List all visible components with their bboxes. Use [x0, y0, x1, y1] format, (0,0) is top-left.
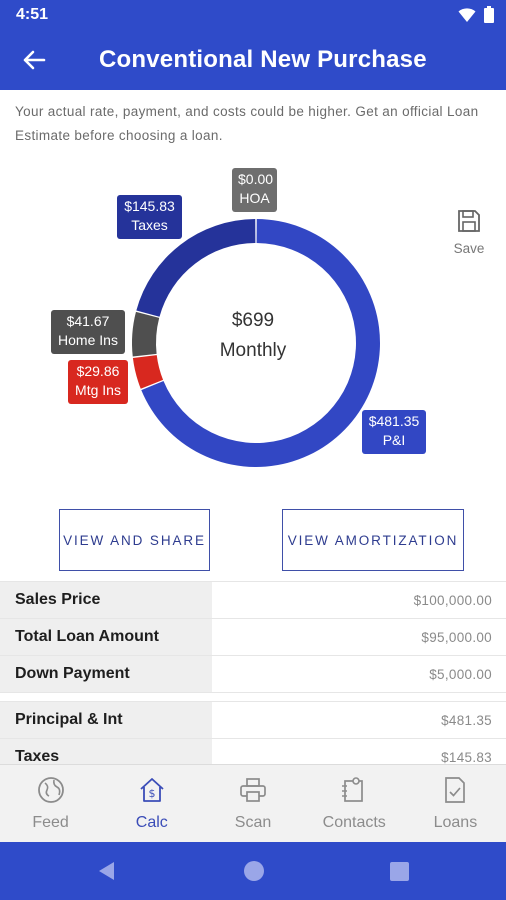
row-label: Sales Price: [0, 582, 212, 618]
slice-value: $0.00: [238, 171, 274, 187]
slice-name: Taxes: [131, 217, 168, 233]
donut-slice-home-ins: [132, 311, 160, 357]
nav-label: Loans: [433, 814, 478, 831]
status-icons: [458, 6, 494, 23]
system-navigation-bar: [0, 842, 506, 900]
slice-label-taxes: $145.83 Taxes: [117, 195, 182, 239]
nav-item-calc[interactable]: $ Calc: [101, 765, 202, 842]
row-value: $95,000.00: [421, 629, 492, 645]
slice-label-mtg-ins: $29.86 Mtg Ins: [68, 360, 128, 404]
nav-item-loans[interactable]: Loans: [405, 765, 506, 842]
donut-slice-taxes: [136, 219, 256, 317]
slice-value: $29.86: [76, 363, 120, 379]
row-value: $145.83: [441, 749, 492, 765]
printer-icon: [240, 778, 266, 802]
loan-summary-table: Sales Price $100,000.00 Total Loan Amoun…: [0, 581, 506, 775]
row-label: Total Loan Amount: [0, 619, 212, 655]
battery-icon: [484, 6, 494, 23]
slice-name: Mtg Ins: [75, 382, 121, 398]
table-row: Down Payment $5,000.00: [0, 655, 506, 692]
globe-icon: [37, 777, 64, 803]
row-value: $100,000.00: [413, 592, 492, 608]
slice-value: $481.35: [368, 413, 420, 429]
save-icon: [458, 210, 480, 232]
nav-label: Contacts: [322, 814, 386, 831]
view-and-share-button[interactable]: VIEW AND SHARE: [59, 509, 210, 571]
nav-item-contacts[interactable]: Contacts: [304, 765, 405, 842]
bottom-navigation: Feed $ Calc Scan Contacts Loans: [0, 764, 506, 842]
chart-center-label: Monthly: [219, 340, 287, 361]
page-title: Conventional New Purchase: [99, 46, 427, 73]
row-value: $481.35: [441, 712, 492, 728]
save-button[interactable]: Save: [448, 208, 490, 264]
status-time: 4:51: [16, 6, 49, 23]
row-label: Down Payment: [0, 656, 212, 692]
payment-chart: $699 Monthly $145.83 Taxes $0.00 HOA $41…: [0, 160, 506, 500]
table-row: Total Loan Amount $95,000.00: [0, 618, 506, 655]
slice-value: $41.67: [66, 313, 110, 329]
nav-label: Feed: [32, 814, 69, 831]
nav-item-feed[interactable]: Feed: [0, 765, 101, 842]
status-bar: 4:51: [0, 0, 506, 30]
slice-name: HOA: [239, 190, 270, 206]
svg-text:$: $: [148, 787, 155, 800]
app-bar: Conventional New Purchase: [0, 30, 506, 90]
nav-item-scan[interactable]: Scan: [202, 765, 303, 842]
table-row: Principal & Int $481.35: [0, 701, 506, 738]
save-label: Save: [453, 241, 485, 256]
system-home-icon[interactable]: [243, 860, 265, 882]
system-back-icon[interactable]: [96, 860, 116, 882]
table-row: Sales Price $100,000.00: [0, 581, 506, 618]
slice-label-hoa: $0.00 HOA: [232, 168, 277, 212]
slice-name: Home Ins: [58, 332, 118, 348]
slice-label-home-ins: $41.67 Home Ins: [51, 310, 125, 354]
contacts-icon: [342, 777, 364, 802]
back-button[interactable]: [14, 42, 54, 78]
nav-label: Scan: [234, 814, 272, 831]
system-recents-icon[interactable]: [390, 862, 409, 881]
back-arrow-icon: [23, 50, 46, 70]
slice-label-pi: $481.35 P&I: [362, 410, 426, 454]
document-check-icon: [445, 777, 466, 803]
row-value: $5,000.00: [429, 666, 492, 682]
wifi-icon: [458, 7, 476, 22]
view-amortization-button[interactable]: VIEW AMORTIZATION: [282, 509, 464, 571]
slice-name: P&I: [382, 432, 406, 448]
slice-value: $145.83: [124, 198, 175, 214]
row-label: Principal & Int: [0, 702, 212, 738]
disclaimer-text: Your actual rate, payment, and costs cou…: [15, 104, 479, 143]
chart-center-amount: $699: [231, 310, 275, 331]
donut-chart: [132, 219, 380, 467]
table-divider: [0, 692, 506, 701]
nav-label: Calc: [135, 814, 168, 831]
donut-slice-mtg-ins: [132, 355, 164, 389]
home-dollar-icon: $: [140, 778, 164, 802]
